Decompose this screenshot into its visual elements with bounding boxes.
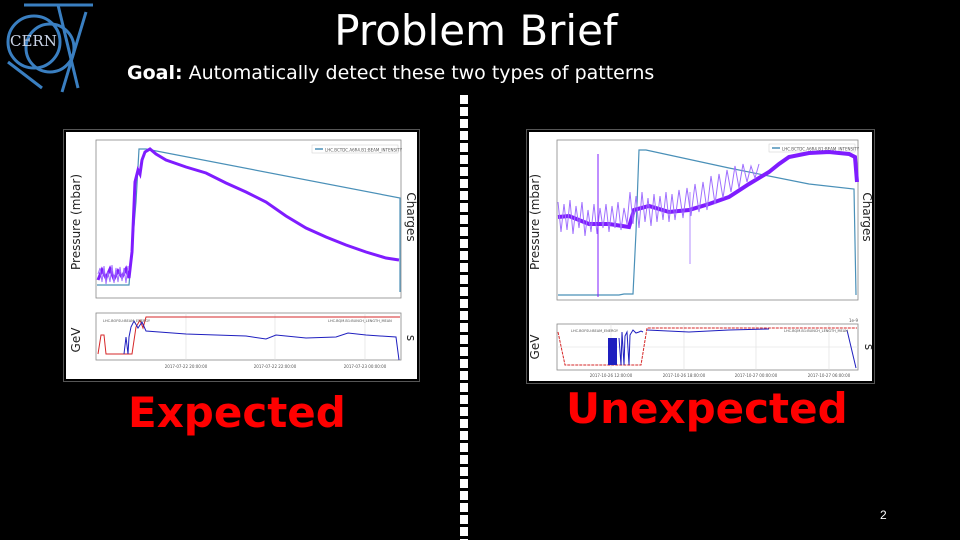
legend-bunch-length: LHC.BQM.B1:BUNCH_LENGTH_MEAN (328, 319, 392, 323)
charges-axis-label: Charges (404, 192, 417, 241)
exponent-label: 1e-9 (849, 318, 858, 323)
gev-axis-label: GeV (69, 327, 83, 353)
legend-energy: LHC.BOFSU:BEAM_ENERGY (571, 329, 619, 333)
legend-energy: LHC.BOFSU:BEAM_ENERGY (103, 319, 151, 323)
legend-intensity: LHC.BCTDC.A6R4.B1:BEAM_INTENSITY (782, 147, 860, 152)
goal-text: Automatically detect these two types of … (182, 62, 655, 84)
gev-axis-label: GeV (529, 334, 542, 360)
legend-bunch-length: LHC.BQM.B1:BUNCH_LENGTH_MEAN (784, 329, 848, 333)
seconds-axis-label: s (404, 335, 417, 341)
goal-label: Goal: (127, 62, 183, 84)
goal-statement: Goal: Automatically detect these two typ… (127, 62, 654, 84)
xtick: 2017-07-23 00:00:00 (344, 364, 387, 369)
xtick: 2017-10-27 06:00:00 (808, 373, 851, 378)
xtick: 2017-07-22 22:00:00 (254, 364, 297, 369)
charges-axis-label: Charges (860, 192, 872, 241)
expected-plot-panel: Pressure (mbar) Charges LHC.BCTDC.A6R4.B… (64, 130, 419, 381)
xtick: 2017-10-26 18:00:00 (663, 373, 706, 378)
xtick: 2017-10-26 12:00:00 (590, 373, 633, 378)
svg-text:CERN: CERN (10, 32, 57, 50)
dashed-divider (460, 95, 468, 540)
pressure-axis-label: Pressure (mbar) (69, 174, 83, 270)
legend-intensity: LHC.BCTDC.A6R4.B1:BEAM_INTENSITY (325, 148, 403, 153)
pressure-axis-label: Pressure (mbar) (529, 174, 542, 270)
page-number: 2 (880, 508, 887, 522)
unexpected-plot-panel: Pressure (mbar) Charges LHC.BCTDC.A6R4.B… (527, 130, 874, 383)
unexpected-caption: Unexpected (566, 384, 848, 433)
slide-title: Problem Brief (334, 6, 618, 55)
expected-caption: Expected (128, 388, 346, 437)
xtick: 2017-10-27 00:00:00 (735, 373, 778, 378)
cern-logo: CERN (6, 3, 93, 93)
xtick: 2017-07-22 20:00:00 (165, 364, 208, 369)
seconds-axis-label: s (862, 344, 872, 350)
